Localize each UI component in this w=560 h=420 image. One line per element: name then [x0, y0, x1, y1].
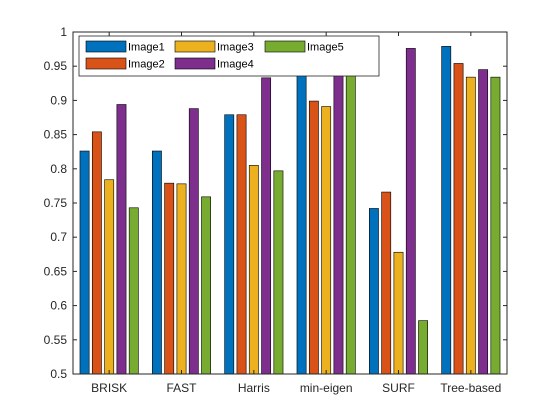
- bar-fast-image3: [176, 183, 187, 375]
- legend-swatch-image1: [85, 40, 127, 53]
- legend-box: [78, 35, 380, 77]
- x-tick-label: Harris: [238, 381, 270, 395]
- y-tick-label: 0.55: [44, 333, 68, 347]
- y-tick-label: 0.6: [50, 299, 67, 313]
- bar-tree-based-image4: [478, 69, 489, 375]
- bar-harris-image3: [248, 165, 259, 375]
- bar-surf-image3: [393, 251, 404, 375]
- legend-label-image5: Image5: [307, 42, 344, 54]
- y-tick-label: 0.5: [50, 367, 67, 381]
- bar-harris-image1: [224, 114, 235, 375]
- y-tick-label: 1: [60, 25, 67, 39]
- bar-surf-image4: [405, 48, 416, 375]
- bar-brisk-image4: [116, 104, 127, 375]
- bars-layer: [79, 46, 501, 375]
- bar-tree-based-image3: [465, 76, 476, 375]
- legend-swatch-image2: [85, 57, 127, 70]
- bar-surf-image1: [368, 208, 379, 375]
- bar-fast-image2: [164, 182, 175, 375]
- bar-min-eigen-image4: [333, 63, 344, 375]
- bar-fast-image1: [152, 150, 162, 375]
- y-tick-label: 0.85: [44, 128, 68, 142]
- legend-label-image1: Image1: [128, 42, 165, 54]
- y-tick-label: 0.65: [44, 264, 68, 278]
- bar-tree-based-image1: [441, 46, 452, 375]
- ticks-layer: BRISK FAST Harris min-eigen SURF Tree-based 0.…: [44, 25, 507, 395]
- bar-surf-image2: [381, 191, 392, 375]
- x-tick-label: FAST: [166, 381, 197, 395]
- bar-brisk-image1: [79, 150, 90, 375]
- y-tick-label: 0.95: [44, 59, 68, 73]
- bar-fast-image4: [188, 108, 199, 375]
- y-tick-label: 0.7: [50, 230, 67, 244]
- x-tick-label: BRISK: [91, 381, 127, 395]
- x-tick-label: min-eigen: [300, 381, 353, 395]
- y-tick-label: 0.8: [50, 162, 67, 176]
- legend: Image1 Image2 Image3 Image4 Image5: [78, 35, 380, 77]
- legend-label-image2: Image2: [128, 59, 165, 71]
- bar-tree-based-image2: [453, 63, 464, 375]
- bar-min-eigen-image3: [321, 106, 332, 375]
- x-tick-label: SURF: [382, 381, 415, 395]
- bar-harris-image5: [273, 170, 284, 375]
- bar-brisk-image5: [128, 207, 139, 375]
- bar-tree-based-image5: [490, 76, 501, 375]
- legend-swatch-image3: [174, 40, 216, 53]
- bar-brisk-image2: [91, 131, 102, 375]
- bar-harris-image2: [236, 114, 247, 375]
- legend-label-image4: Image4: [217, 59, 254, 71]
- bar-fast-image5: [201, 196, 211, 375]
- bar-surf-image5: [418, 320, 428, 375]
- legend-swatch-image4: [174, 57, 216, 70]
- bar-harris-image4: [261, 77, 272, 375]
- bar-min-eigen-image5: [345, 74, 356, 375]
- x-tick-label: Tree-based: [440, 381, 501, 395]
- y-tick-label: 0.75: [44, 196, 68, 210]
- y-tick-label: 0.9: [50, 93, 67, 107]
- bar-brisk-image3: [104, 179, 115, 375]
- bar-min-eigen-image1: [296, 72, 307, 375]
- legend-swatch-image5: [264, 40, 306, 53]
- bar-min-eigen-image2: [308, 100, 319, 375]
- legend-label-image3: Image3: [217, 42, 254, 54]
